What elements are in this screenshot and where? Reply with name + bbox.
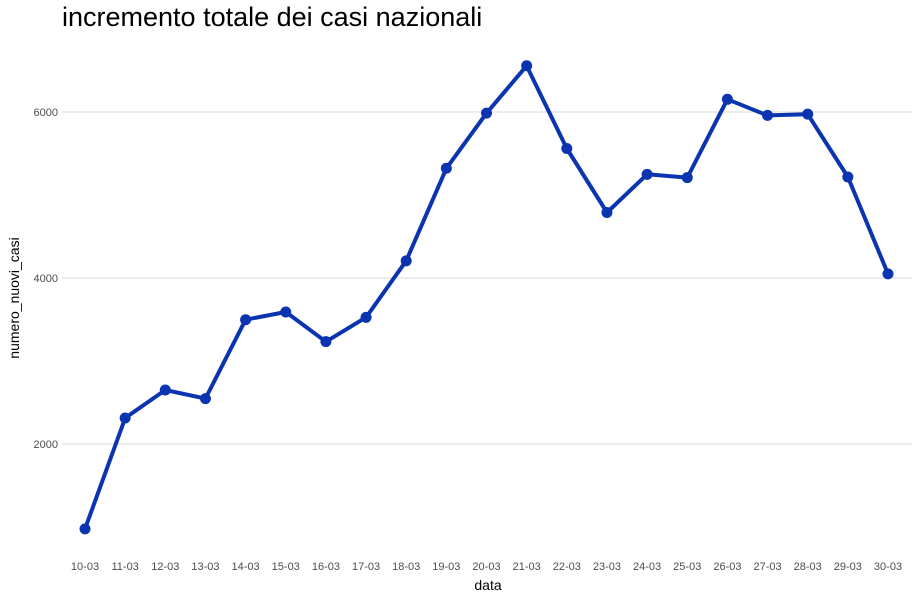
x-tick-label: 17-03 [352, 561, 380, 573]
x-tick-label: 19-03 [432, 561, 460, 573]
data-point [521, 60, 533, 72]
x-tick-label: 14-03 [232, 561, 260, 573]
data-point [320, 336, 332, 348]
data-point [400, 255, 412, 267]
data-point [882, 268, 894, 280]
x-tick-label: 21-03 [513, 561, 541, 573]
data-point [721, 93, 733, 105]
y-tick-labels: 2000 4000 6000 [34, 107, 58, 451]
x-tick-label: 11-03 [111, 561, 138, 573]
x-tick-label: 15-03 [272, 561, 300, 573]
series-layer [79, 60, 894, 535]
series-line [83, 63, 890, 531]
data-point [360, 311, 372, 323]
data-point [240, 314, 252, 326]
chart-title: incremento totale dei casi nazionali [62, 2, 483, 32]
data-point [561, 143, 573, 155]
data-point [641, 168, 653, 180]
y-axis-label: numero_nuovi_casi [6, 237, 22, 358]
y-tick-label: 4000 [34, 273, 58, 285]
x-tick-label: 13-03 [191, 561, 219, 573]
data-point [601, 207, 613, 219]
x-tick-label: 28-03 [794, 561, 822, 573]
data-point [280, 306, 292, 318]
data-point [842, 171, 854, 183]
data-point [802, 108, 814, 120]
data-point [159, 384, 171, 396]
data-point [119, 412, 131, 424]
data-point [79, 523, 91, 535]
x-tick-label: 29-03 [834, 561, 862, 573]
x-tick-labels: 10-03 11-03 12-03 13-03 14-03 15-03 16-03 17-03… [71, 561, 902, 573]
x-tick-label: 25-03 [673, 561, 701, 573]
x-tick-label: 30-03 [874, 561, 902, 573]
x-tick-label: 18-03 [392, 561, 420, 573]
data-point [440, 162, 452, 174]
data-point [199, 393, 211, 405]
x-tick-label: 23-03 [593, 561, 621, 573]
x-tick-label: 27-03 [753, 561, 781, 573]
data-point [481, 107, 492, 119]
data-point [762, 109, 774, 121]
x-tick-label: 20-03 [472, 561, 500, 573]
y-tick-label: 2000 [34, 439, 58, 451]
x-tick-label: 22-03 [553, 561, 581, 573]
data-point [681, 172, 693, 184]
x-tick-label: 16-03 [312, 561, 340, 573]
x-tick-label: 10-03 [71, 561, 99, 573]
y-tick-label: 6000 [34, 107, 58, 119]
x-axis-label: data [474, 577, 501, 593]
x-tick-label: 12-03 [151, 561, 179, 573]
x-tick-label: 26-03 [713, 561, 741, 573]
x-tick-label: 24-03 [633, 561, 661, 573]
